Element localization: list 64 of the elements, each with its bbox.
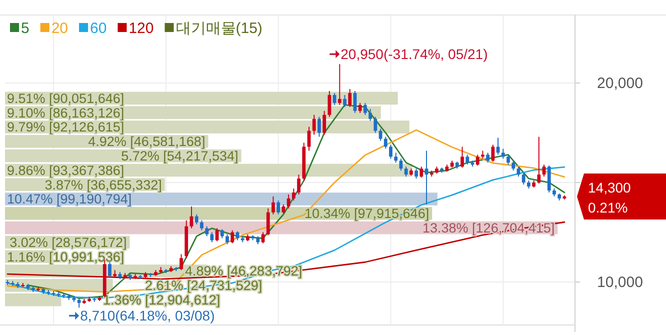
candlestick — [460, 146, 464, 168]
candlestick — [466, 154, 470, 166]
line-series — [6, 221, 566, 280]
candlestick — [286, 194, 290, 209]
candlestick — [318, 116, 321, 138]
text: 14,300 — [588, 179, 632, 196]
data-label: 9.79% [92,126,615] — [7, 120, 124, 135]
text: 0.21% — [588, 199, 628, 216]
data-label: 1.36% [12,904,612] — [103, 292, 220, 308]
candlestick — [230, 230, 234, 244]
data-label: 9.10% [86,163,126] — [7, 105, 124, 120]
candlestick — [486, 152, 490, 164]
candlestick — [322, 110, 326, 136]
candlestick — [292, 188, 296, 201]
data-label: 1.16% [10,991,536] — [7, 249, 124, 264]
annotation: 20,950(-31.74%, 05/21) — [340, 46, 488, 62]
candlestick — [358, 102, 362, 114]
data-label: 10.47% [99,190,794] — [7, 192, 132, 207]
legend-label: 5 — [21, 20, 30, 37]
candlestick — [226, 234, 229, 245]
candlestick — [194, 214, 198, 225]
candlestick — [210, 232, 214, 243]
data-label: 9.51% [90,051,646] — [7, 90, 124, 106]
candlestick — [374, 116, 378, 134]
data-label: 3.87% [36,655,332] — [44, 177, 162, 192]
candlestick — [476, 154, 480, 166]
candlestick — [338, 64, 342, 106]
y-tick-label: 20,000 — [597, 75, 643, 92]
candlestick — [491, 144, 495, 162]
legend-label: 60 — [90, 20, 107, 37]
y-tick-label: 10,000 — [597, 274, 643, 292]
legend-label: 120 — [128, 20, 154, 37]
data-label: 4.92% [46,581,168] — [88, 134, 206, 150]
candlestick — [272, 196, 275, 215]
candlestick — [394, 152, 398, 164]
candlestick — [512, 160, 516, 172]
candlestick — [328, 90, 332, 118]
candlestick — [506, 154, 510, 166]
candlestick — [537, 136, 541, 184]
candlestick — [414, 168, 418, 180]
text: 대기매물(15) — [176, 20, 262, 37]
candlestick — [384, 136, 388, 150]
data-label: 9.86% [93,367,386] — [7, 162, 124, 178]
candlestick — [404, 166, 408, 178]
candlestick — [348, 88, 352, 108]
candlestick — [276, 200, 280, 215]
annotation: 8,710(64.18%, 03/08) — [80, 308, 215, 324]
candlestick — [389, 144, 392, 160]
candlestick — [368, 108, 372, 122]
candlestick — [297, 174, 300, 195]
candlestick — [266, 208, 270, 236]
legend-label: 20 — [51, 20, 68, 37]
candlestick — [205, 226, 209, 237]
candlestick — [522, 172, 526, 186]
data-label: 3.02% [28,576,172] — [10, 234, 127, 250]
candlestick — [200, 220, 204, 231]
candlestick — [343, 94, 346, 108]
candlestick — [363, 102, 367, 116]
candlestick — [501, 148, 505, 160]
candlestick — [547, 165, 551, 193]
candlestick — [420, 166, 424, 178]
candlestick — [180, 254, 183, 271]
candlestick — [312, 114, 316, 136]
data-label: 5.72% [54,217,534] — [121, 148, 238, 164]
